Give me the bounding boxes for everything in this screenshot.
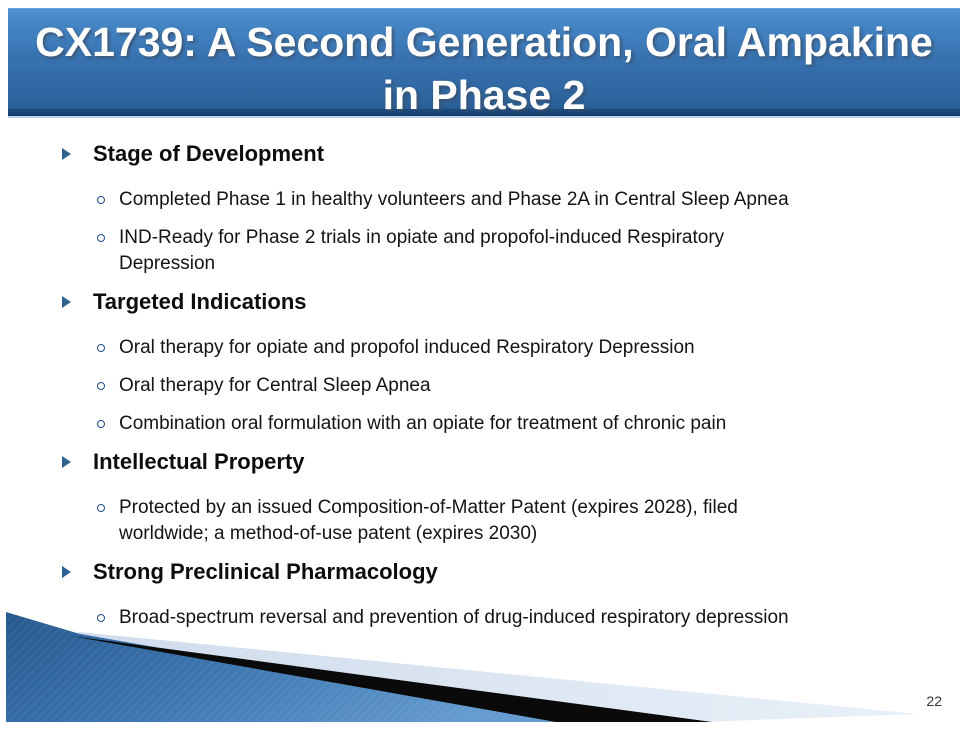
- circle-bullet-icon: [97, 344, 105, 352]
- sub-bullet-line: Broad-spectrum reversal and prevention o…: [119, 607, 789, 628]
- sub-bullet-line: worldwide; a method-of-use patent (expir…: [119, 523, 538, 544]
- section-heading: Stage of Development: [56, 141, 928, 167]
- sub-bullet: Completed Phase 1 in healthy volunteers …: [56, 187, 928, 213]
- sub-bullet-line: Combination oral formulation with an opi…: [119, 413, 727, 434]
- sub-bullet-line: IND-Ready for Phase 2 trials in opiate a…: [119, 227, 725, 248]
- circle-bullet-icon: [97, 234, 105, 242]
- triangle-bullet-icon: [62, 148, 71, 160]
- section-strong-preclinical-pharmacology: Strong Preclinical Pharmacology Broad-sp…: [56, 559, 928, 631]
- page-number: 22: [926, 693, 942, 709]
- section-targeted-indications: Targeted Indications Oral therapy for op…: [56, 289, 928, 437]
- section-heading-text: Intellectual Property: [93, 449, 305, 474]
- sub-bullet-line: Protected by an issued Composition-of-Ma…: [119, 497, 738, 518]
- triangle-bullet-icon: [62, 566, 71, 578]
- circle-bullet-icon: [97, 614, 105, 622]
- ribbon-pale-triangle: [78, 632, 918, 722]
- title-bar: CX1739: A Second Generation, Oral Ampaki…: [8, 8, 960, 118]
- section-heading: Targeted Indications: [56, 289, 928, 315]
- sub-bullet-line: Oral therapy for Central Sleep Apnea: [119, 375, 431, 396]
- section-heading-text: Stage of Development: [93, 141, 325, 166]
- slide-title-line-2: in Phase 2: [382, 72, 586, 118]
- section-heading-text: Targeted Indications: [93, 289, 307, 314]
- sub-bullet: Protected by an issued Composition-of-Ma…: [56, 495, 928, 547]
- sub-bullet: Broad-spectrum reversal and prevention o…: [56, 605, 928, 631]
- triangle-bullet-icon: [62, 296, 71, 308]
- circle-bullet-icon: [97, 504, 105, 512]
- bullet-content: Stage of Development Completed Phase 1 i…: [56, 141, 928, 643]
- circle-bullet-icon: [97, 196, 105, 204]
- sub-bullet-line: Completed Phase 1 in healthy volunteers …: [119, 189, 789, 210]
- circle-bullet-icon: [97, 420, 105, 428]
- section-intellectual-property: Intellectual Property Protected by an is…: [56, 449, 928, 547]
- sub-bullet-line: Oral therapy for opiate and propofol ind…: [119, 337, 695, 358]
- sub-bullet: IND-Ready for Phase 2 trials in opiate a…: [56, 225, 928, 277]
- sub-bullet: Oral therapy for Central Sleep Apnea: [56, 373, 928, 399]
- circle-bullet-icon: [97, 382, 105, 390]
- triangle-bullet-icon: [62, 456, 71, 468]
- section-heading-text: Strong Preclinical Pharmacology: [93, 559, 438, 584]
- sub-bullet: Oral therapy for opiate and propofol ind…: [56, 335, 928, 361]
- section-stage-of-development: Stage of Development Completed Phase 1 i…: [56, 141, 928, 277]
- section-heading: Intellectual Property: [56, 449, 928, 475]
- slide-title-line-1: CX1739: A Second Generation, Oral Ampaki…: [35, 19, 933, 65]
- ribbon-black-triangle: [71, 636, 712, 722]
- sub-bullet-line: Depression: [119, 253, 216, 274]
- sub-bullet: Combination oral formulation with an opi…: [56, 411, 928, 437]
- section-heading: Strong Preclinical Pharmacology: [56, 559, 928, 585]
